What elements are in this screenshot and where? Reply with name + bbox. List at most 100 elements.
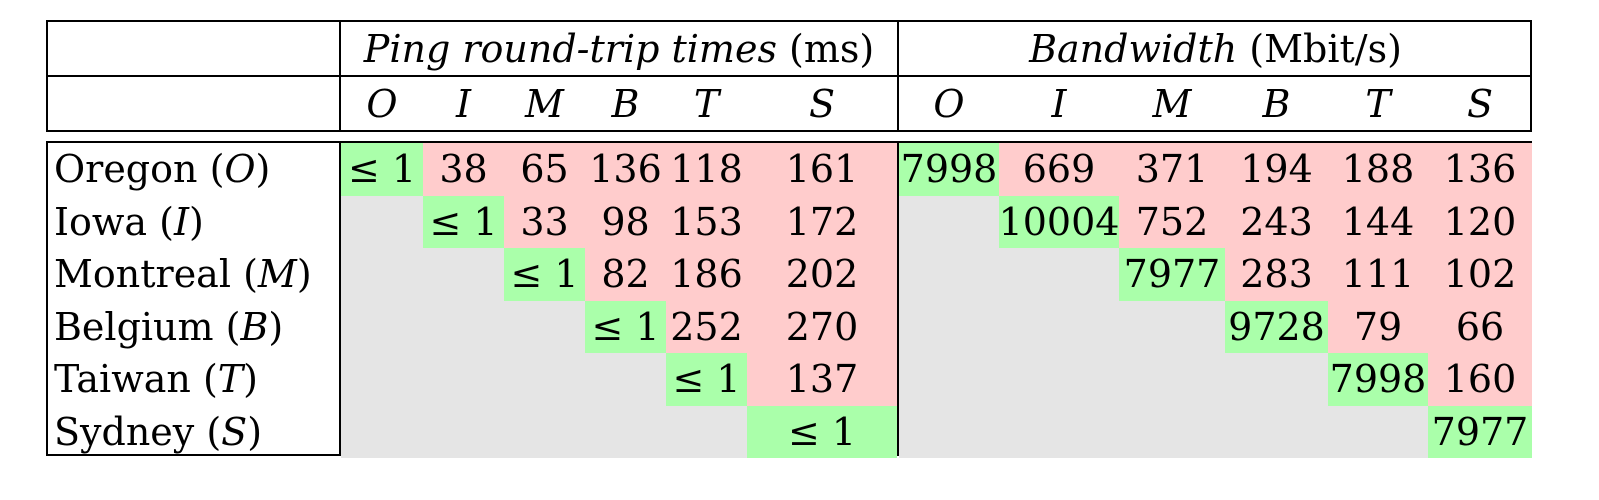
- ping-cell-i-o: [341, 195, 423, 248]
- ping-cell-s-o: [341, 405, 423, 458]
- bw-title-unit: (Mbit/s): [1249, 26, 1402, 71]
- bandwidth-column-header-i: I: [1051, 81, 1067, 126]
- ping-cell-s-t: [666, 405, 747, 458]
- ping-cell-b-b: ≤ 1: [585, 300, 666, 353]
- body-vline-mid: [897, 143, 899, 454]
- ping-cell-b-t: 252: [666, 300, 747, 353]
- ping-cell-m-t: 186: [666, 248, 747, 301]
- ping-title-text: Ping round-trip times: [363, 26, 777, 71]
- header-vline-left: [339, 22, 341, 130]
- bandwidth-cell-s-b: [1225, 405, 1328, 458]
- bandwidth-cell-m-o: [899, 248, 999, 301]
- ping-cell-s-i: [423, 405, 504, 458]
- row-abbr: I: [173, 199, 189, 244]
- bandwidth-column-header-t: T: [1365, 81, 1391, 126]
- ping-cell-t-o: [341, 353, 423, 406]
- bw-title-text: Bandwidth: [1029, 26, 1238, 71]
- bandwidth-column-header-o: O: [933, 81, 965, 126]
- row-name: Taiwan: [54, 357, 191, 402]
- bandwidth-cell-b-s: 66: [1428, 300, 1532, 353]
- ping-cell-b-m: [504, 300, 585, 353]
- ping-cell-s-s: ≤ 1: [747, 405, 897, 458]
- ping-cell-o-o: ≤ 1: [341, 143, 423, 196]
- ping-cell-i-s: 172: [747, 195, 897, 248]
- row-name: Belgium: [54, 304, 214, 349]
- bandwidth-cell-m-s: 102: [1428, 248, 1532, 301]
- ping-cell-s-b: [585, 405, 666, 458]
- bandwidth-cell-t-t: 7998: [1328, 353, 1428, 406]
- bandwidth-cell-m-i: [999, 248, 1119, 301]
- ping-cell-t-b: [585, 353, 666, 406]
- bandwidth-cell-i-m: 752: [1119, 195, 1225, 248]
- ping-cell-o-i: 38: [423, 143, 504, 196]
- ping-cell-t-s: 137: [747, 353, 897, 406]
- ping-column-header-o: O: [366, 81, 398, 126]
- bandwidth-cell-o-m: 371: [1119, 143, 1225, 196]
- row-name: Montreal: [54, 252, 231, 297]
- bandwidth-cell-i-i: 10004: [999, 195, 1119, 248]
- ping-cell-b-i: [423, 300, 504, 353]
- header-vline-mid: [897, 22, 899, 130]
- row-label-sydney: Sydney (S): [54, 409, 263, 454]
- row-name: Sydney: [54, 409, 195, 454]
- ping-cell-i-m: 33: [504, 195, 585, 248]
- bandwidth-cell-s-m: [1119, 405, 1225, 458]
- ping-title-unit: (ms): [789, 26, 875, 71]
- ping-cell-o-b: 136: [585, 143, 666, 196]
- row-label-iowa: Iowa (I): [54, 199, 204, 244]
- bandwidth-cell-m-m: 7977: [1119, 248, 1225, 301]
- table-body: Oregon (O) ≤ 1 38 65 136 118 161 7998 669 371 194 1…: [46, 141, 1532, 458]
- row-abbr: M: [257, 252, 297, 297]
- ping-cell-s-m: [504, 405, 585, 458]
- row-abbr: S: [221, 409, 248, 454]
- bandwidth-cell-i-b: 243: [1225, 195, 1328, 248]
- row-abbr: T: [217, 357, 244, 402]
- bandwidth-cell-s-i: [999, 405, 1119, 458]
- bandwidth-cell-t-i: [999, 353, 1119, 406]
- row-label-belgium: Belgium (B): [54, 304, 284, 349]
- ping-cell-b-o: [341, 300, 423, 353]
- bandwidth-column-header-b: B: [1262, 81, 1291, 126]
- ping-cell-i-i: ≤ 1: [423, 195, 504, 248]
- ping-column-header-b: B: [611, 81, 640, 126]
- bandwidth-cell-b-t: 79: [1328, 300, 1428, 353]
- ping-cell-m-s: 202: [747, 248, 897, 301]
- bandwidth-cell-i-s: 120: [1428, 195, 1532, 248]
- ping-column-header-s: S: [808, 81, 836, 126]
- bandwidth-cell-t-s: 160: [1428, 353, 1532, 406]
- bandwidth-cell-s-t: [1328, 405, 1428, 458]
- ping-cell-b-s: 270: [747, 300, 897, 353]
- bandwidth-cell-i-t: 144: [1328, 195, 1428, 248]
- ping-cell-i-b: 98: [585, 195, 666, 248]
- bandwidth-cell-s-s: 7977: [1428, 405, 1532, 458]
- bandwidth-cell-b-i: [999, 300, 1119, 353]
- bandwidth-cell-o-o: 7998: [899, 143, 999, 196]
- ping-cell-t-m: [504, 353, 585, 406]
- row-abbr: O: [224, 147, 256, 192]
- ping-group-title: Ping round-trip times (ms): [341, 22, 897, 75]
- ping-column-header-i: I: [455, 81, 471, 126]
- bandwidth-cell-t-o: [899, 353, 999, 406]
- ping-cell-o-s: 161: [747, 143, 897, 196]
- bandwidth-cell-i-o: [899, 195, 999, 248]
- ping-cell-t-t: ≤ 1: [666, 353, 747, 406]
- row-label-montreal: Montreal (M): [54, 252, 312, 297]
- bandwidth-group-title: Bandwidth (Mbit/s): [899, 22, 1532, 75]
- bandwidth-cell-b-b: 9728: [1225, 300, 1328, 353]
- bandwidth-cell-b-o: [899, 300, 999, 353]
- ping-cell-m-m: ≤ 1: [504, 248, 585, 301]
- bandwidth-column-header-m: M: [1152, 81, 1192, 126]
- ping-cell-i-t: 153: [666, 195, 747, 248]
- bandwidth-cell-o-s: 136: [1428, 143, 1532, 196]
- row-abbr: B: [240, 304, 269, 349]
- body-vline-left: [339, 143, 341, 454]
- bandwidth-cell-o-i: 669: [999, 143, 1119, 196]
- bandwidth-column-header-s: S: [1466, 81, 1494, 126]
- bandwidth-cell-o-t: 188: [1328, 143, 1428, 196]
- table-header: Ping round-trip times (ms) Bandwidth (Mb…: [46, 20, 1532, 132]
- ping-column-header-m: M: [525, 81, 564, 126]
- ping-column-header-t: T: [693, 81, 720, 126]
- row-label-oregon: Oregon (O): [54, 147, 271, 192]
- ping-cell-m-o: [341, 248, 423, 301]
- ping-cell-o-m: 65: [504, 143, 585, 196]
